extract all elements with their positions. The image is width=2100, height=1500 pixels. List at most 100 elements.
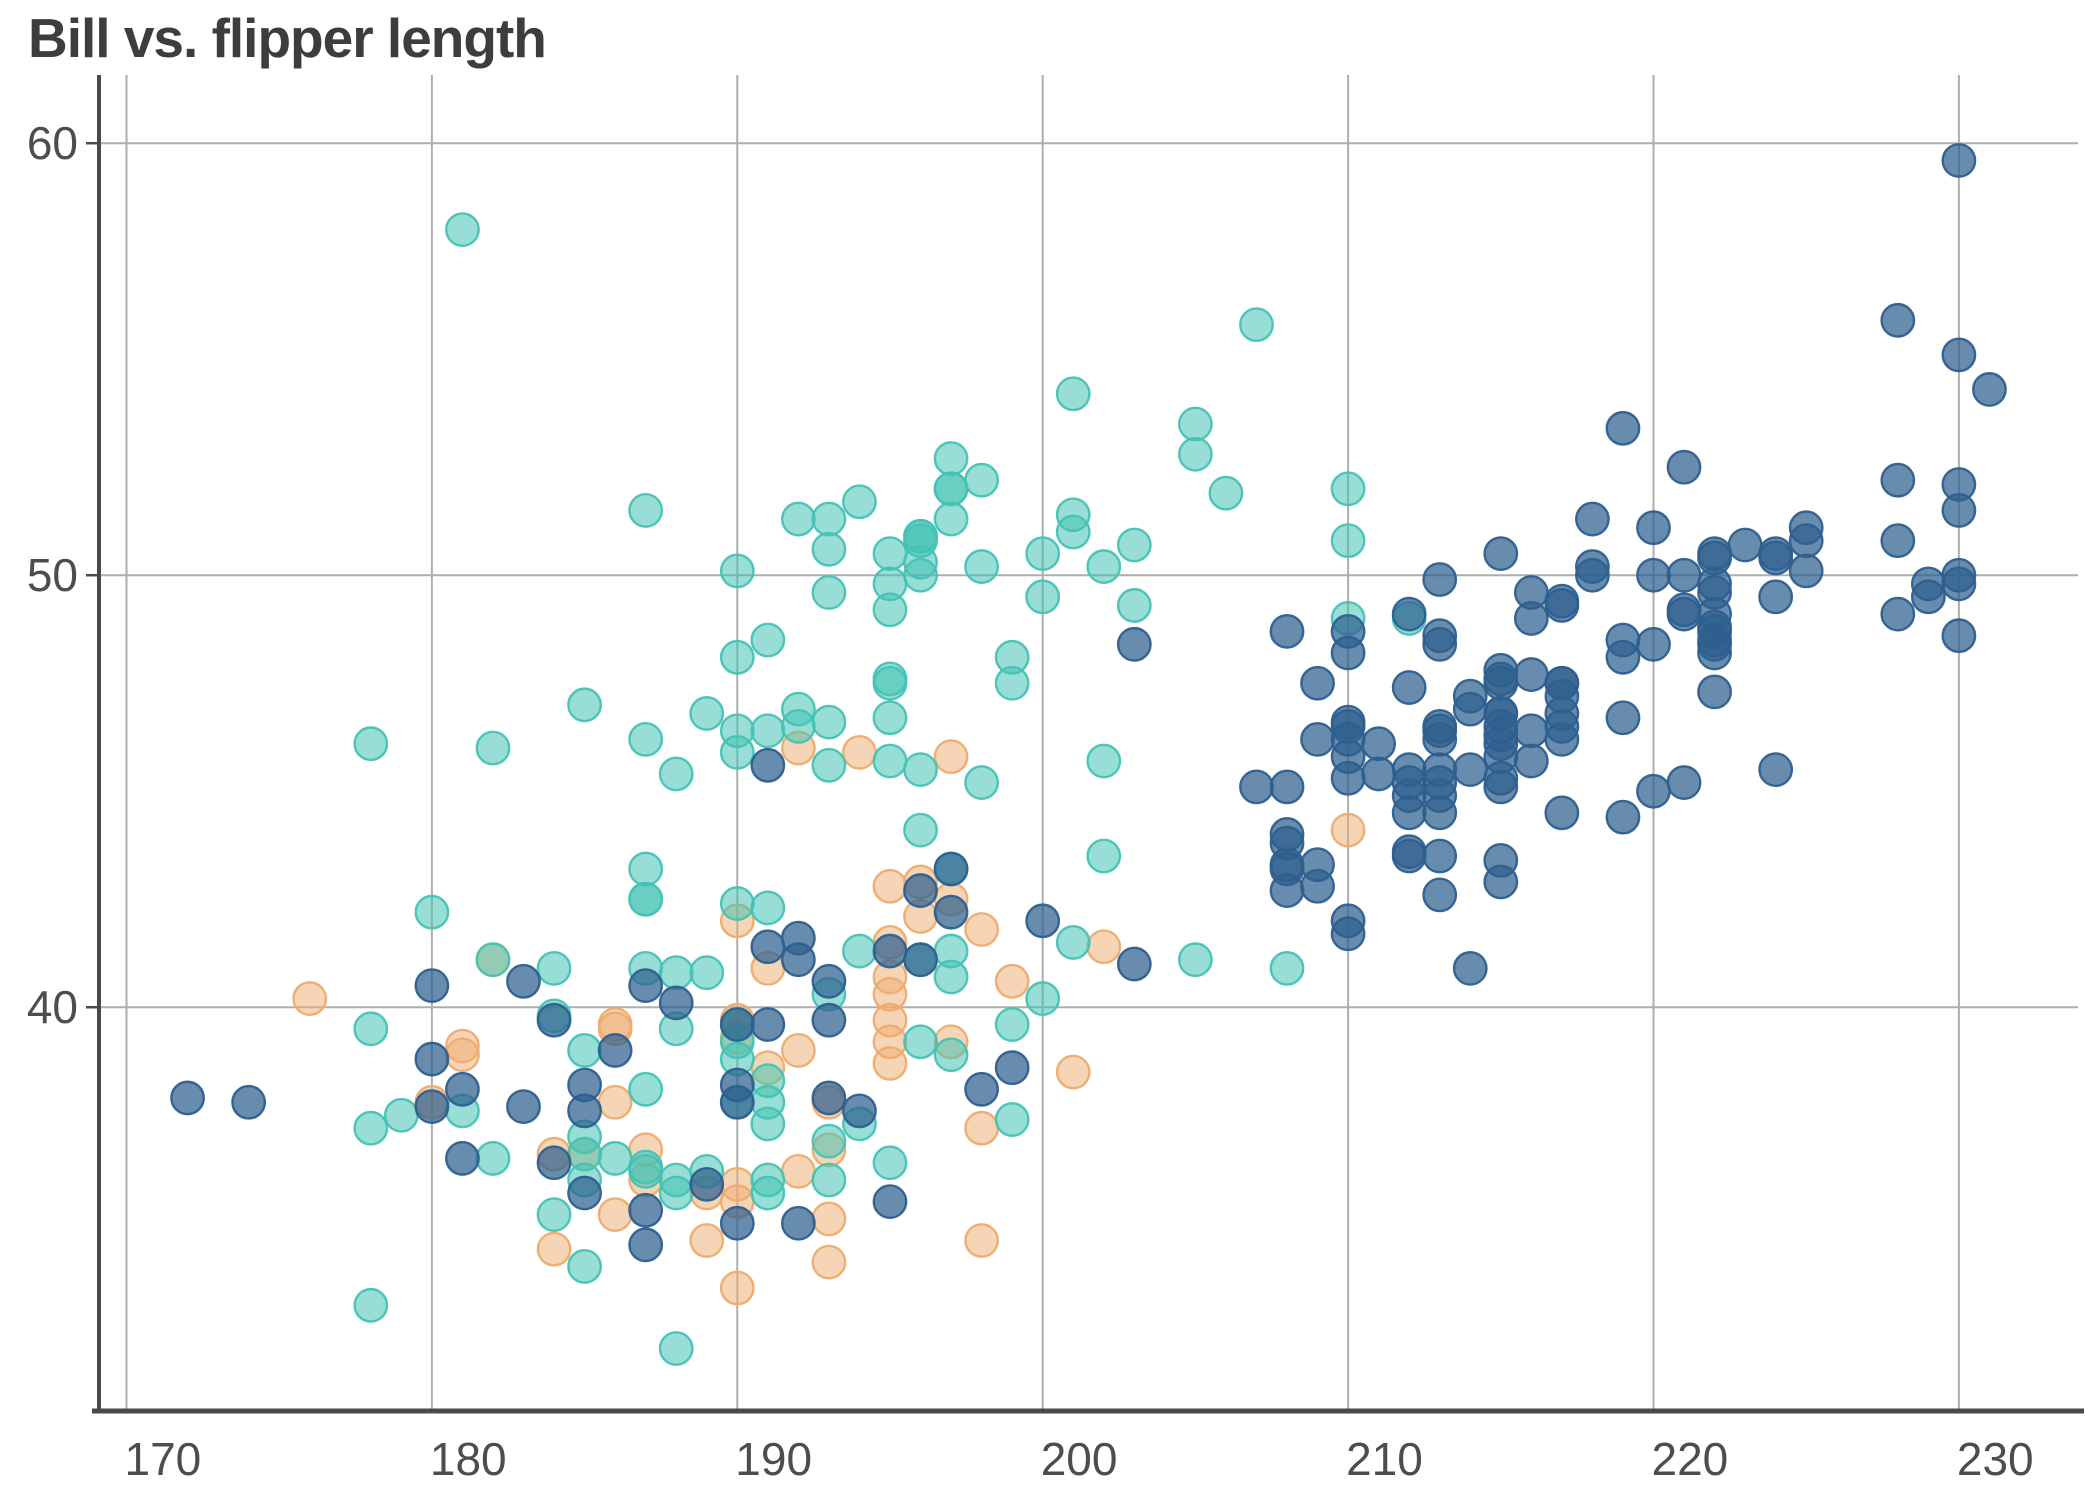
data-point-blue-group (1391, 670, 1427, 705)
data-point-orange-group (1330, 812, 1366, 848)
data-point-orange-group (597, 1084, 633, 1120)
data-point-blue-group (1880, 523, 1916, 559)
data-point-teal-group (1269, 950, 1305, 986)
data-point-blue-group (1269, 847, 1305, 883)
data-point-teal-group (1208, 475, 1244, 511)
data-point-teal-group (597, 1141, 633, 1176)
data-point-blue-group (1330, 760, 1366, 796)
data-point-teal-group (628, 881, 664, 917)
page-title: Bill vs. flipper length (28, 7, 547, 69)
data-point-blue-group (1544, 583, 1580, 619)
data-point-blue-group (414, 1089, 450, 1124)
data-point-blue-group (1422, 721, 1458, 757)
data-point-teal-group (964, 462, 1000, 498)
data-point-teal-group (1330, 523, 1366, 559)
data-point-blue-group (811, 963, 847, 999)
data-point-blue-group (567, 1093, 602, 1129)
data-point-blue-group (994, 1050, 1030, 1086)
data-point-blue-group (1636, 773, 1671, 809)
data-point-teal-group (475, 942, 511, 978)
data-point-orange-group (780, 1033, 816, 1068)
data-point-teal-group (628, 1071, 664, 1107)
data-point-blue-group (689, 1166, 725, 1202)
data-point-blue-group (1483, 536, 1519, 572)
data-point-blue-group (1300, 721, 1335, 757)
data-point-blue-group (1269, 769, 1305, 805)
data-point-blue-group (506, 1089, 541, 1124)
data-point-teal-group (1239, 307, 1274, 343)
data-point-blue-group (170, 1080, 205, 1116)
data-point-blue-group (1697, 609, 1732, 645)
data-point-blue-group (1422, 778, 1458, 813)
data-point-blue-group (1605, 639, 1641, 675)
data-point-teal-group (475, 730, 511, 766)
data-point-teal-group (1116, 588, 1152, 623)
data-point-blue-group (780, 1205, 816, 1241)
data-point-blue-group (933, 851, 969, 887)
data-point-orange-group (292, 981, 328, 1016)
data-point-teal-group (567, 687, 602, 723)
data-point-orange-group (780, 1153, 816, 1189)
data-point-teal-group (933, 959, 969, 995)
data-point-blue-group (1361, 756, 1397, 792)
data-point-orange-group (689, 1223, 725, 1258)
data-point-blue-group (1483, 696, 1519, 731)
data-point-teal-group (933, 471, 969, 507)
data-point-blue-group (506, 963, 541, 999)
data-point-blue-group (1330, 635, 1366, 671)
x-axis-tick-label: 170 (124, 1433, 201, 1485)
data-point-orange-group (445, 1037, 480, 1073)
data-point-blue-group (1361, 726, 1397, 762)
data-point-teal-group (750, 713, 786, 749)
data-point-teal-group (1086, 549, 1122, 584)
data-point-teal-group (1086, 743, 1122, 779)
data-point-teal-group (872, 566, 908, 602)
data-point-blue-group (1605, 410, 1641, 446)
data-point-blue-group (1422, 877, 1458, 913)
data-point-blue-group (445, 1071, 480, 1107)
data-point-blue-group (1391, 838, 1427, 874)
data-point-teal-group (658, 955, 694, 991)
data-point-teal-group (811, 747, 847, 783)
data-point-teal-group (658, 756, 694, 792)
data-point-teal-group (719, 886, 755, 921)
data-point-teal-group (780, 691, 816, 727)
data-point-blue-group (1422, 618, 1458, 654)
data-point-teal-group (811, 501, 847, 537)
data-point-blue-group (1452, 752, 1488, 788)
data-point-blue-group (628, 1227, 664, 1263)
data-point-teal-group (475, 1141, 511, 1176)
data-point-teal-group (1055, 925, 1091, 960)
data-point-blue-group (872, 933, 908, 969)
data-point-orange-group (964, 912, 1000, 947)
data-point-teal-group (719, 553, 755, 589)
data-point-teal-group (842, 484, 877, 520)
data-point-teal-group (994, 1102, 1030, 1137)
data-point-teal-group (1177, 942, 1213, 978)
data-point-teal-group (811, 1123, 847, 1159)
data-point-blue-group (1910, 566, 1946, 602)
data-point-blue-group (903, 873, 938, 908)
data-point-teal-group (536, 1197, 572, 1232)
data-point-blue-group (567, 1175, 602, 1211)
data-point-teal-group (353, 726, 389, 762)
data-point-teal-group (1025, 536, 1061, 572)
data-point-blue-group (1239, 769, 1274, 805)
x-axis-tick-label: 180 (430, 1433, 507, 1485)
data-point-teal-group (964, 549, 1000, 584)
data-point-blue-group (842, 1093, 877, 1129)
data-point-orange-group (872, 868, 908, 904)
data-point-teal-group (811, 1162, 847, 1198)
data-point-blue-group (811, 1002, 847, 1038)
data-point-blue-group (628, 1192, 664, 1228)
data-point-blue-group (1544, 696, 1580, 731)
data-point-blue-group (1941, 566, 1977, 602)
data-point-teal-group (628, 493, 664, 528)
data-point-blue-group (1269, 613, 1305, 649)
data-point-blue-group (1880, 302, 1916, 338)
data-point-teal-group (1025, 579, 1061, 615)
data-point-blue-group (1391, 596, 1427, 632)
data-point-teal-group (903, 812, 938, 848)
data-point-blue-group (1483, 842, 1519, 878)
y-axis-tick-label: 50 (27, 549, 78, 601)
